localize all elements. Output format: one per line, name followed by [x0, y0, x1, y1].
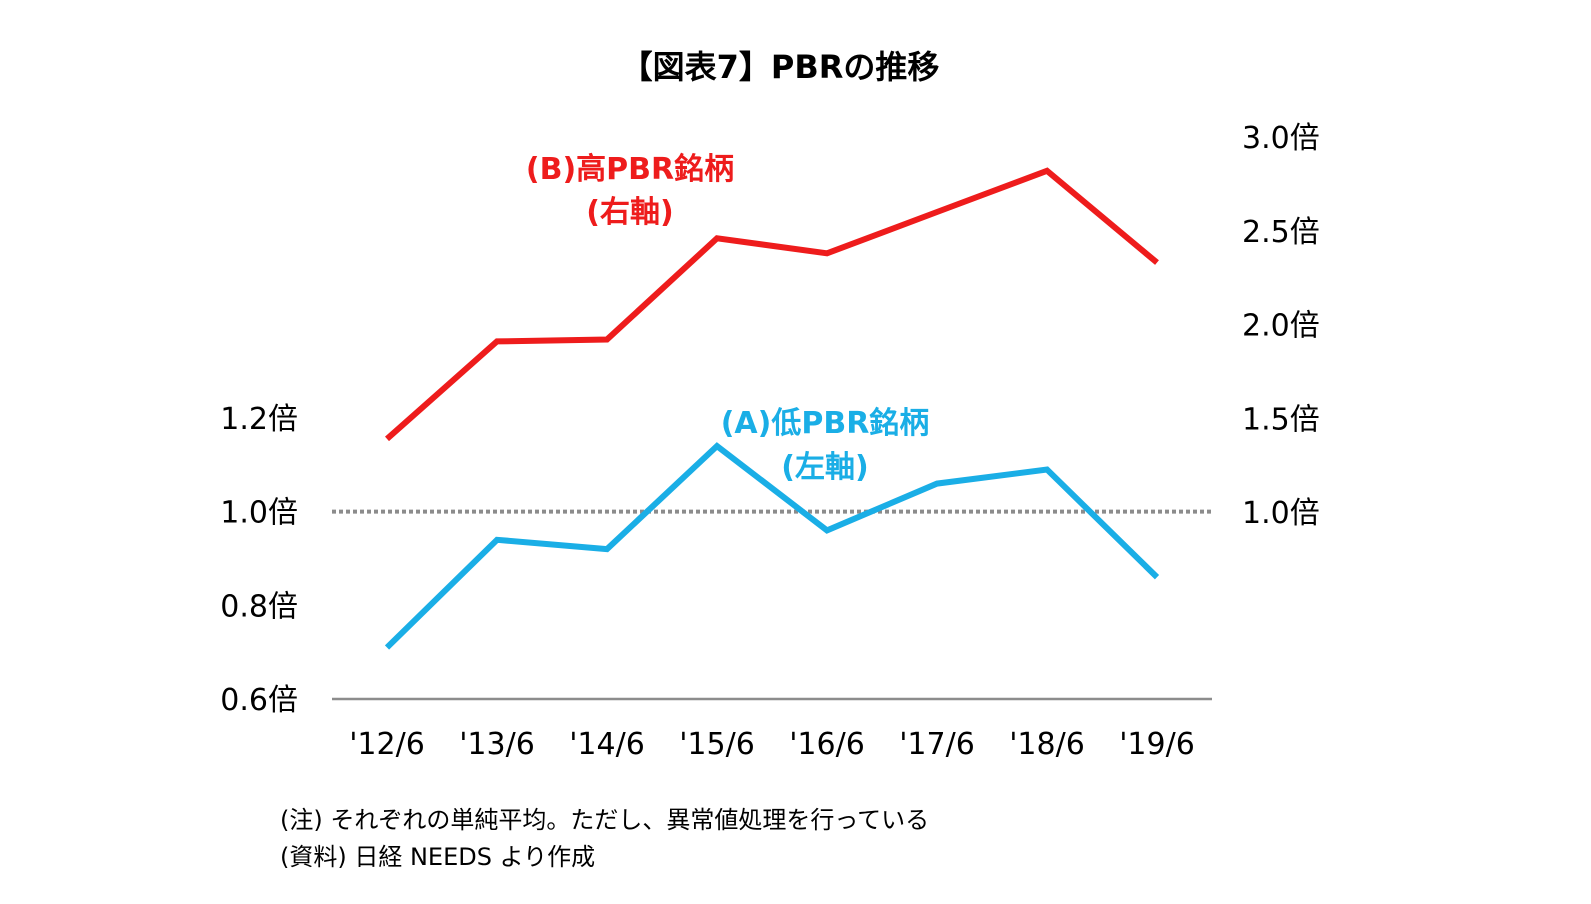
y-left-tick-label: 1.0倍 — [220, 496, 298, 531]
series-a-label: (A)低PBR銘柄 — [721, 406, 930, 441]
x-tick-label: '12/6 — [349, 727, 425, 762]
y-right-tick-label: 3.0倍 — [1242, 121, 1320, 156]
x-tick-label: '19/6 — [1119, 727, 1195, 762]
y-right-tick-label: 2.5倍 — [1242, 215, 1320, 250]
series-layer — [384, 167, 1160, 650]
x-tick-label: '17/6 — [899, 727, 975, 762]
y-right-tick-label: 1.0倍 — [1242, 496, 1320, 531]
series-b-label: (B)高PBR銘柄 — [526, 152, 734, 187]
y-right-tick-label: 1.5倍 — [1242, 402, 1320, 437]
chart-title: 【図表7】PBRの推移 — [621, 48, 940, 86]
series-b-axis-note: (右軸) — [586, 195, 673, 230]
y-left-tick-label: 1.2倍 — [220, 402, 298, 437]
y-left-tick-label: 0.8倍 — [220, 589, 298, 624]
series-a-line — [384, 442, 1160, 650]
series-a-axis-note: (左軸) — [781, 450, 868, 485]
series-b-line — [385, 167, 1159, 442]
source-text: (資料) 日経 NEEDS より作成 — [280, 843, 596, 871]
x-tick-label: '18/6 — [1009, 727, 1085, 762]
x-tick-label: '13/6 — [459, 727, 535, 762]
x-tick-label: '16/6 — [789, 727, 865, 762]
y-left-tick-label: 0.6倍 — [220, 683, 298, 718]
x-tick-label: '14/6 — [569, 727, 645, 762]
x-tick-label: '15/6 — [679, 727, 755, 762]
series-labels: (B)高PBR銘柄 (右軸) (A)低PBR銘柄 (左軸) — [526, 152, 929, 485]
note-text: (注) それぞれの単純平均。ただし、異常値処理を行っている — [280, 806, 930, 834]
axes: 0.6倍 0.8倍 1.0倍 1.2倍 1.0倍 1.5倍 2.0倍 2.5倍 3.0倍 '12/… — [220, 121, 1319, 762]
y-right-tick-label: 2.0倍 — [1242, 309, 1320, 344]
